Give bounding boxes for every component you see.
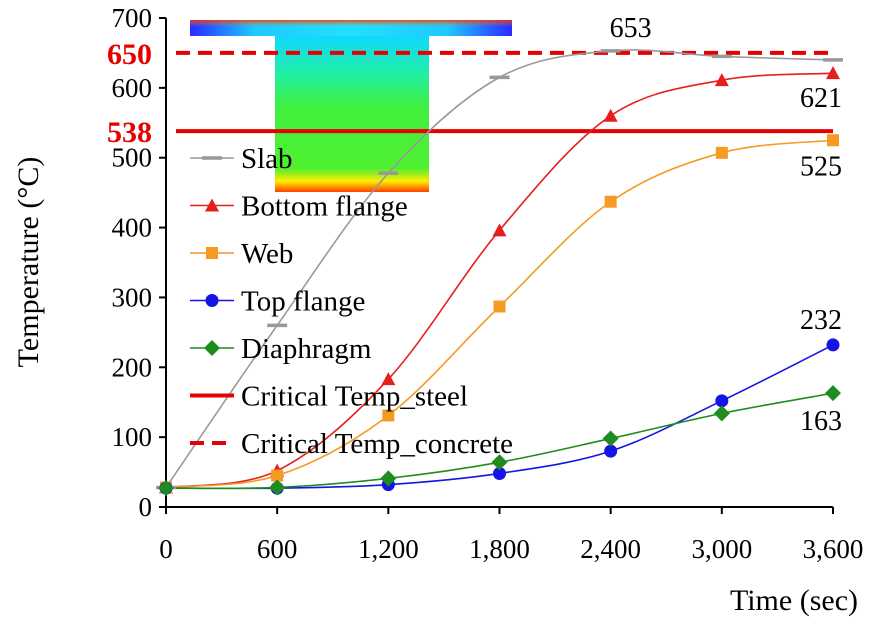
data-point bbox=[714, 73, 729, 87]
y-tick-label: 200 bbox=[112, 352, 153, 382]
value-annotations: 653 621 525 232 163 bbox=[610, 13, 842, 437]
legend-item: Diaphragm bbox=[190, 333, 372, 365]
data-point bbox=[206, 247, 218, 259]
legend-item: Top flange bbox=[190, 286, 365, 318]
legend-item: Web bbox=[190, 238, 293, 270]
data-point bbox=[491, 454, 508, 471]
data-point bbox=[158, 480, 174, 497]
value-annotation: 163 bbox=[800, 406, 842, 437]
legend-label: Critical Temp_steel bbox=[241, 381, 468, 413]
legend-label: Top flange bbox=[241, 286, 365, 318]
data-point bbox=[271, 469, 284, 482]
data-point bbox=[381, 372, 396, 386]
x-tick-label: 3,600 bbox=[803, 534, 864, 564]
y-tick-label: 300 bbox=[112, 282, 153, 312]
data-point bbox=[715, 394, 729, 408]
legend-label: Web bbox=[241, 238, 293, 270]
legend-label: Slab bbox=[241, 143, 293, 175]
legend: Slab Bottom flange Web Top flange Diaphragm C… bbox=[190, 143, 513, 460]
data-point bbox=[604, 195, 617, 208]
data-point bbox=[380, 470, 397, 487]
y-tick-label: 400 bbox=[112, 213, 153, 243]
data-point bbox=[602, 430, 619, 447]
y-tick-label: 600 bbox=[112, 73, 153, 103]
x-tick-label: 1,200 bbox=[358, 534, 419, 564]
value-annotation: 525 bbox=[800, 151, 842, 182]
x-tick-label: 3,000 bbox=[691, 534, 752, 564]
series-markers bbox=[156, 49, 843, 497]
data-point bbox=[604, 444, 618, 458]
legend-item: Critical Temp_concrete bbox=[190, 428, 513, 460]
thermal-contour-inset bbox=[190, 20, 512, 192]
x-tick-label: 1,800 bbox=[469, 534, 530, 564]
y-tick-label: 700 bbox=[112, 3, 153, 33]
data-point bbox=[204, 340, 220, 356]
reference-value-label: 538 bbox=[107, 116, 152, 149]
series-line bbox=[165, 72, 834, 489]
data-point bbox=[269, 479, 286, 496]
data-point bbox=[713, 405, 730, 422]
x-axis-ticks: 0 600 1,200 1,800 2,400 3,000 3,600 bbox=[159, 507, 863, 564]
data-point bbox=[603, 108, 618, 122]
value-annotation: 621 bbox=[800, 83, 842, 114]
reference-value-label: 650 bbox=[107, 38, 152, 71]
data-point bbox=[205, 198, 219, 212]
y-tick-label: 0 bbox=[139, 492, 153, 522]
data-point bbox=[826, 338, 840, 352]
legend-label: Bottom flange bbox=[241, 191, 408, 223]
data-point bbox=[205, 294, 219, 307]
y-tick-label: 500 bbox=[112, 143, 153, 173]
data-point bbox=[826, 66, 840, 80]
data-point bbox=[493, 300, 506, 313]
legend-item: Slab bbox=[190, 143, 293, 175]
legend-item: Critical Temp_steel bbox=[190, 381, 468, 413]
value-annotation: 232 bbox=[800, 305, 842, 336]
y-tick-label: 100 bbox=[112, 422, 153, 452]
data-point bbox=[382, 409, 395, 422]
y-axis-ticks: 0 100 200 300 400 500 600 700 bbox=[112, 3, 166, 522]
legend-label: Diaphragm bbox=[241, 333, 372, 365]
data-point bbox=[715, 146, 728, 159]
legend-item: Bottom flange bbox=[190, 191, 408, 223]
y-axis-title: Temperature (°C) bbox=[12, 157, 45, 368]
data-point bbox=[827, 134, 839, 147]
data-point bbox=[493, 466, 506, 480]
critical-temperature-lines: 538 650 bbox=[107, 38, 833, 149]
data-point bbox=[825, 385, 841, 402]
legend-label: Critical Temp_concrete bbox=[241, 428, 513, 460]
x-tick-label: 600 bbox=[257, 534, 298, 564]
data-point bbox=[492, 223, 507, 237]
x-tick-label: 2,400 bbox=[580, 534, 641, 564]
x-axis-title: Time (sec) bbox=[730, 584, 858, 617]
value-annotation: 653 bbox=[610, 13, 652, 44]
x-tick-label: 0 bbox=[159, 534, 173, 564]
